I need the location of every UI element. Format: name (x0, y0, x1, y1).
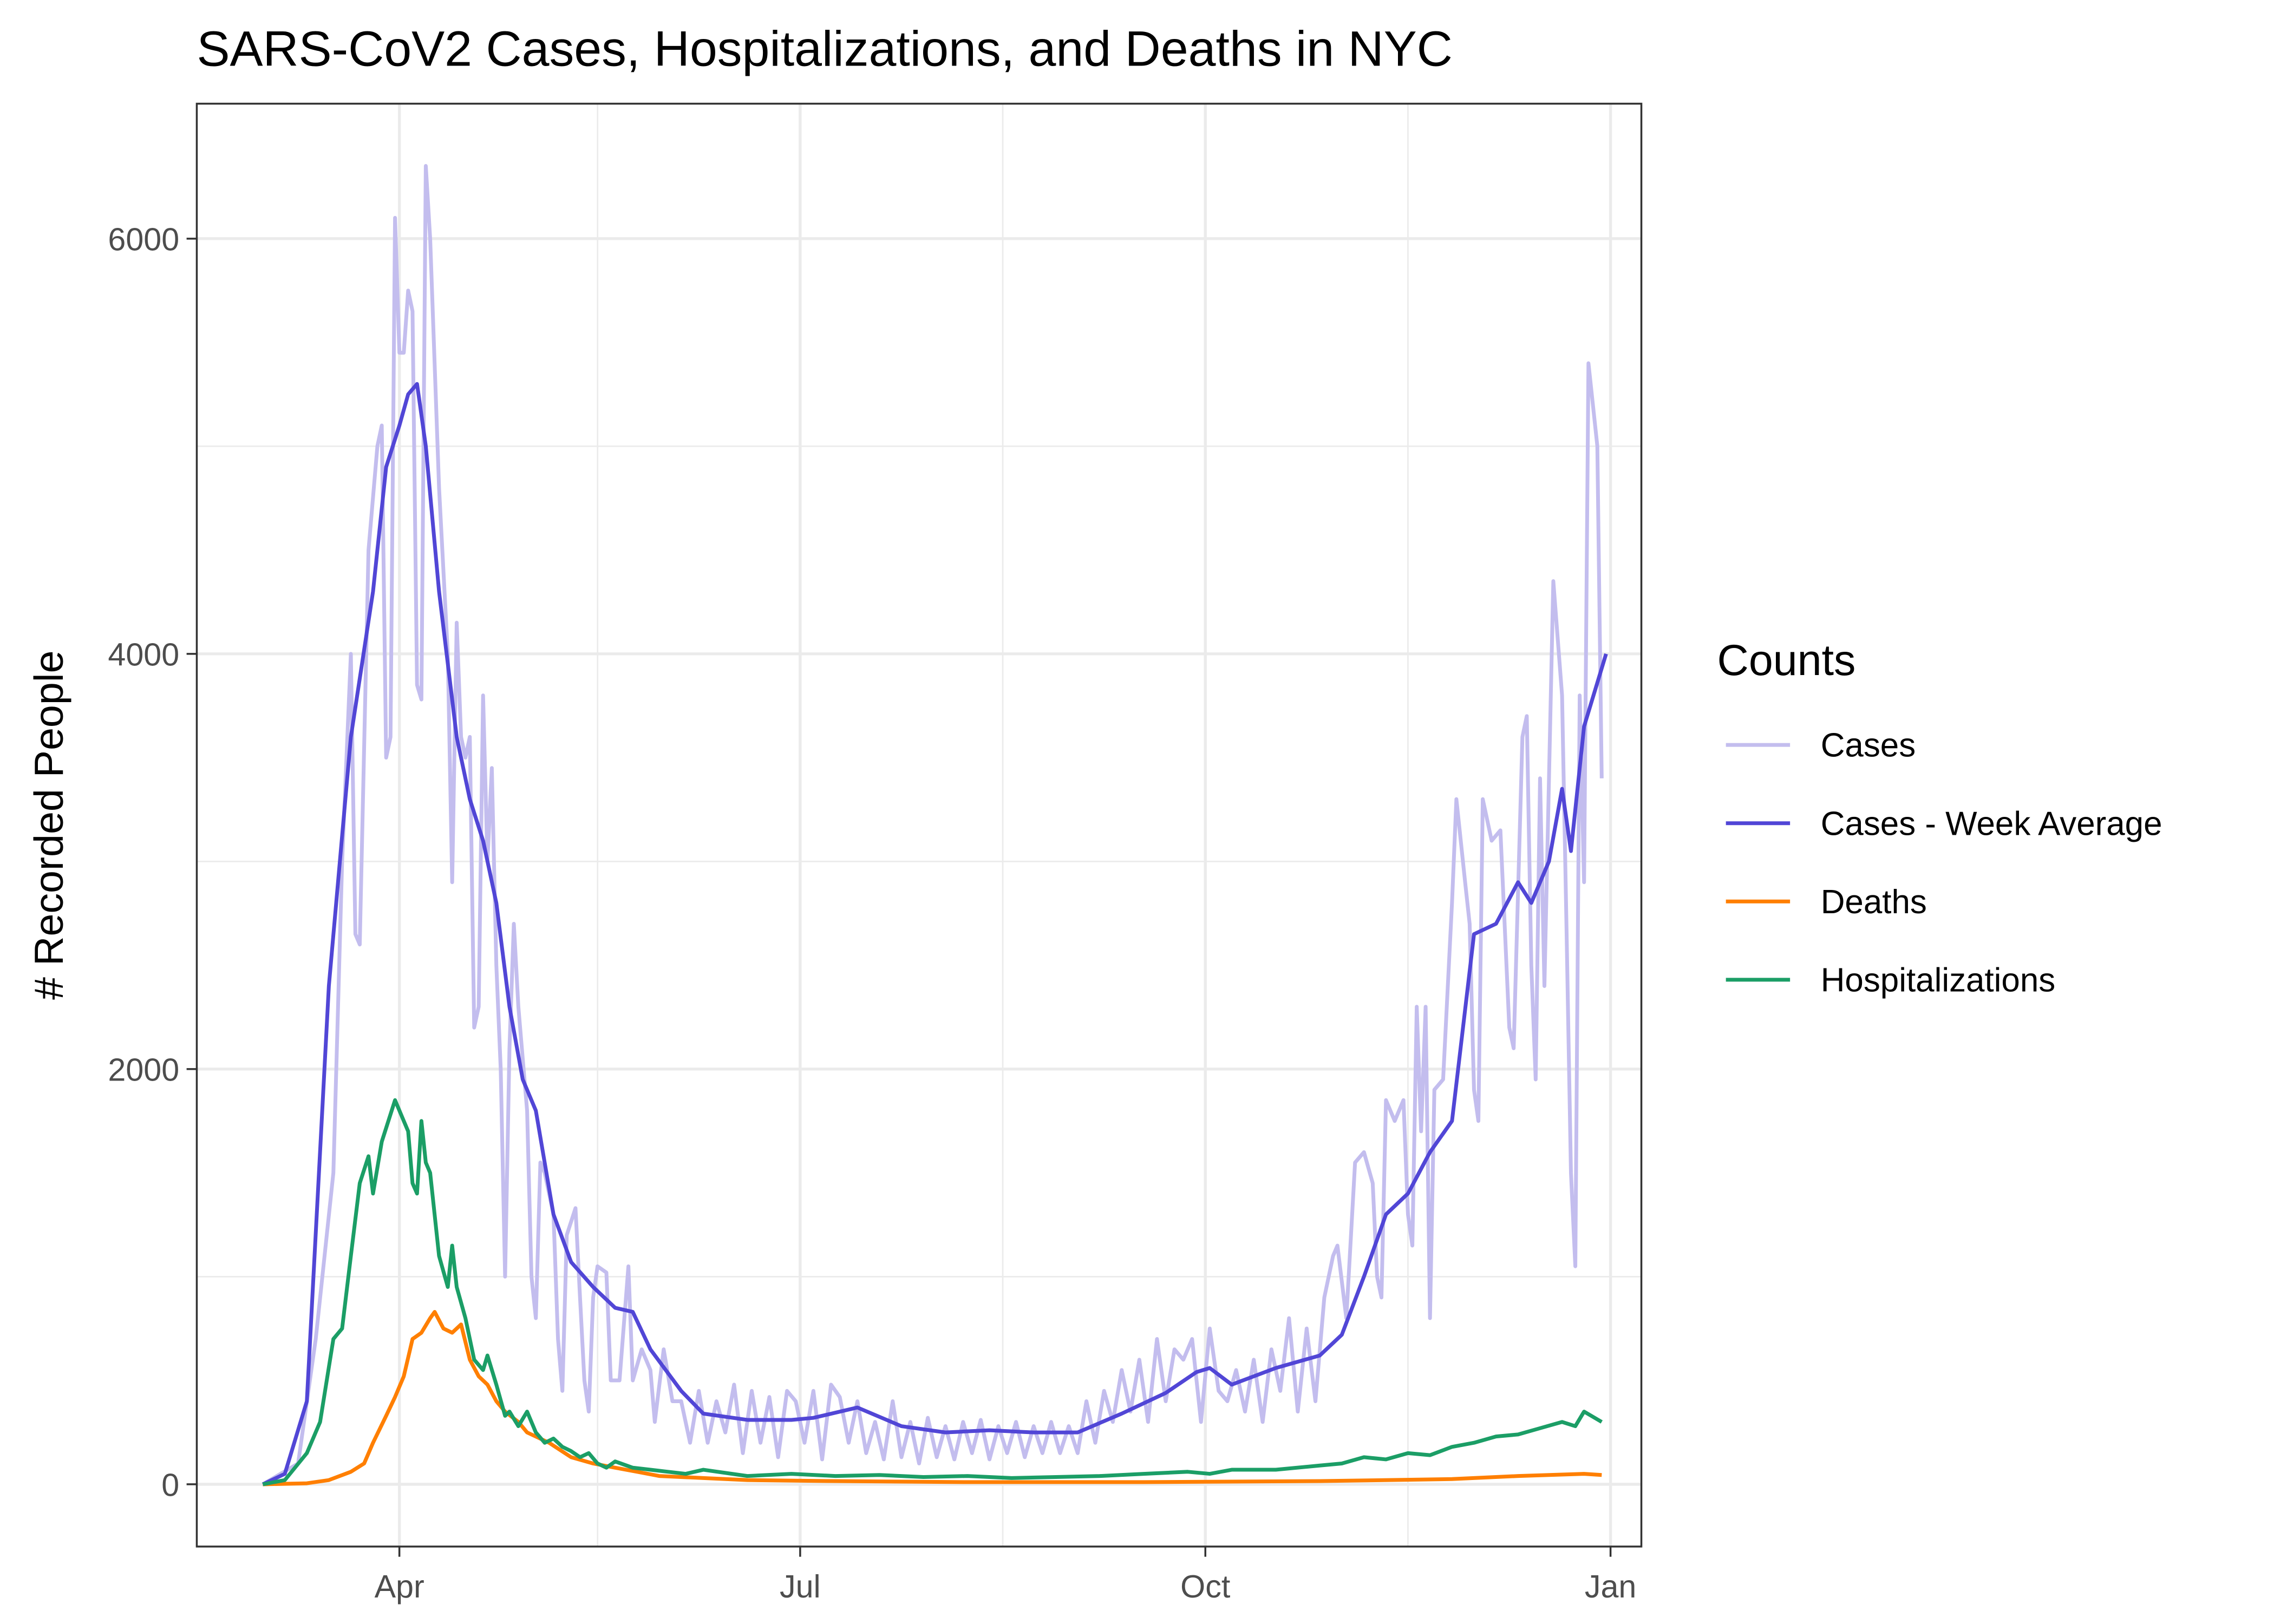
x-tick-label: Jul (780, 1568, 821, 1605)
legend-label: Cases (1821, 727, 1916, 764)
y-tick-label: 0 (161, 1466, 179, 1503)
series-line-hospitalizations (262, 1098, 1603, 1487)
legend-label: Hospitalizations (1821, 961, 2056, 999)
series-line-deaths (263, 1309, 1602, 1487)
y-tick-label: 6000 (108, 221, 179, 257)
series-line-cases (262, 163, 1604, 1486)
y-tick-label: 4000 (108, 636, 179, 672)
axes: 0 2000 4000 6000 Apr Jul Oct Jan (108, 221, 1636, 1605)
y-axis-label: # Recorded People (26, 651, 71, 1000)
plot-panel (197, 103, 1642, 1547)
legend-title: Counts (1717, 636, 1856, 685)
panel-border (195, 102, 1643, 1548)
x-tick-label: Oct (1180, 1568, 1231, 1605)
series-line-cases-week-average (262, 382, 1608, 1487)
x-tick-label: Apr (375, 1568, 424, 1605)
series-lines (262, 163, 1608, 1487)
y-tick-label: 2000 (108, 1051, 179, 1088)
x-tick-label: Jan (1585, 1568, 1636, 1605)
legend-label: Deaths (1821, 883, 1927, 921)
legend: Counts Cases Cases - Week Average Deaths Ho… (1717, 636, 2162, 999)
legend-label: Cases - Week Average (1821, 805, 2162, 842)
chart-title: SARS-CoV2 Cases, Hospitalizations, and D… (197, 22, 1452, 77)
